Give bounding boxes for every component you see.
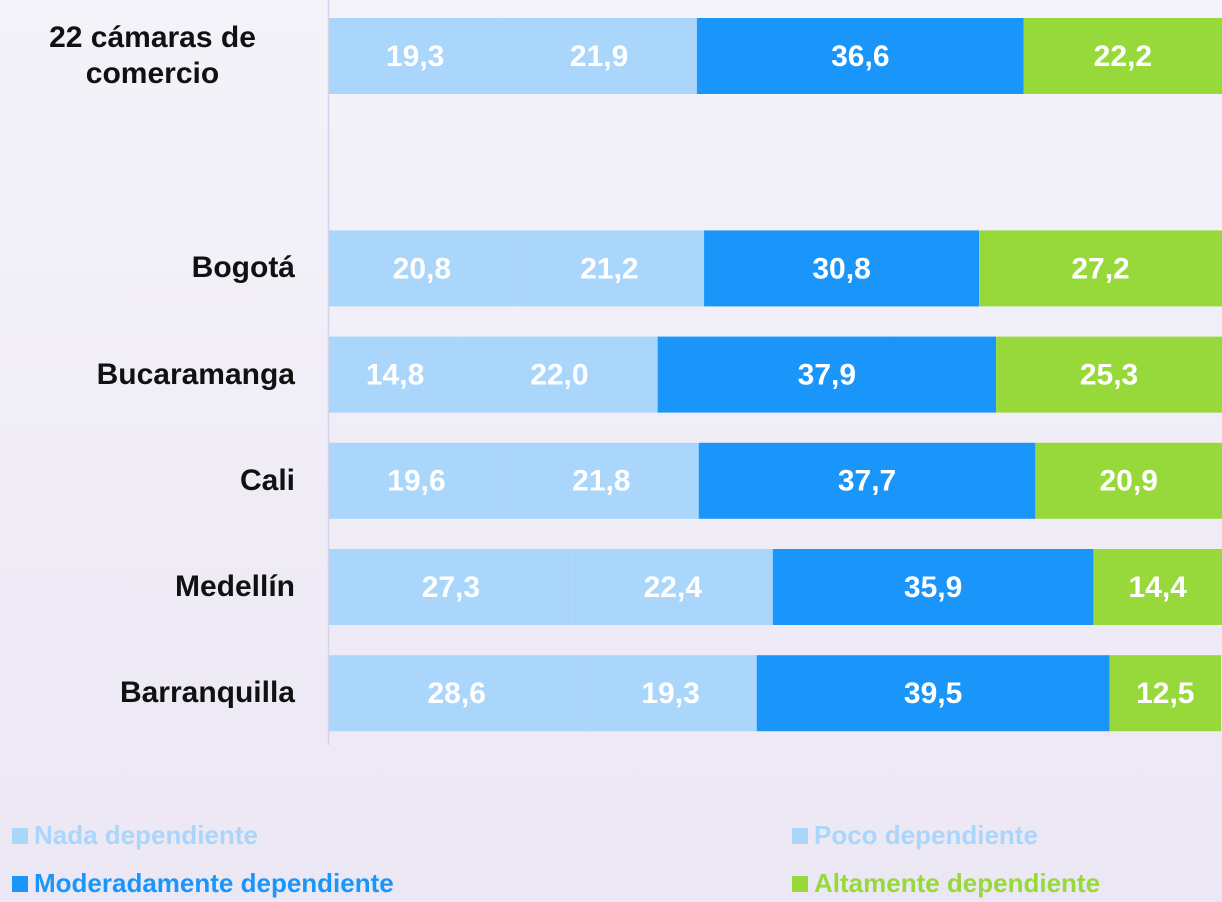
legend-swatch bbox=[792, 827, 808, 844]
legend-item: Altamente dependiente bbox=[792, 868, 1100, 899]
data-label: 19,6 bbox=[387, 465, 445, 498]
bar-segment bbox=[704, 230, 980, 307]
bar-segment bbox=[329, 336, 462, 413]
category-label: Medellín bbox=[0, 549, 295, 625]
category-text: Barranquilla bbox=[119, 676, 295, 710]
bar-segment bbox=[504, 442, 699, 519]
data-label: 27,2 bbox=[1071, 252, 1129, 285]
bar-segment bbox=[584, 655, 757, 732]
category-text: 22 cámaras de comercio bbox=[49, 21, 256, 90]
data-label: 20,8 bbox=[393, 252, 451, 285]
category-label: 22 cámaras de comercio bbox=[0, 18, 295, 94]
bar-segment bbox=[329, 230, 515, 307]
data-label: 27,3 bbox=[422, 571, 480, 604]
data-label: 22,2 bbox=[1094, 40, 1152, 73]
data-label: 37,7 bbox=[838, 465, 896, 498]
legend-item: Moderadamente dependiente bbox=[12, 868, 394, 899]
legend-swatch bbox=[792, 875, 808, 892]
category-label: Barranquilla bbox=[0, 655, 295, 731]
data-label: 28,6 bbox=[428, 677, 486, 710]
bar-segment bbox=[772, 549, 1094, 625]
data-label: 12,5 bbox=[1136, 677, 1194, 710]
data-label: 22,4 bbox=[644, 571, 703, 604]
bar-segment bbox=[329, 18, 502, 94]
bar-segment bbox=[996, 336, 1222, 413]
data-label: 39,5 bbox=[904, 677, 962, 710]
bar-segment bbox=[461, 336, 658, 413]
data-label: 25,3 bbox=[1080, 359, 1138, 392]
data-label: 36,6 bbox=[831, 40, 889, 73]
data-label: 20,9 bbox=[1099, 465, 1157, 498]
bar-segment bbox=[696, 18, 1024, 94]
legend-swatch bbox=[12, 875, 28, 892]
bar-segment bbox=[514, 230, 705, 307]
legend-label: Poco dependiente bbox=[814, 820, 1038, 850]
bar-segment bbox=[657, 336, 997, 413]
legend-item: Nada dependiente bbox=[12, 820, 258, 851]
category-text: Medellín bbox=[174, 570, 295, 603]
legend-label: Moderadamente dependiente bbox=[34, 868, 394, 898]
category-text: Bucaramanga bbox=[96, 357, 295, 391]
legend-label: Nada dependiente bbox=[34, 820, 258, 850]
legend-label: Altamente dependiente bbox=[814, 868, 1101, 898]
bar-segment bbox=[329, 655, 585, 732]
bar-segment bbox=[1109, 655, 1222, 732]
bar-segment bbox=[979, 230, 1222, 307]
bar-segment bbox=[329, 549, 573, 625]
bar-segment bbox=[1035, 442, 1222, 519]
category-label: Cali bbox=[0, 443, 295, 519]
data-label: 35,9 bbox=[904, 571, 962, 604]
bar-segment bbox=[698, 442, 1036, 519]
bar-segment bbox=[756, 655, 1110, 732]
category-text: Cali bbox=[239, 463, 295, 497]
data-label: 14,4 bbox=[1129, 571, 1188, 604]
data-label: 21,9 bbox=[570, 40, 628, 73]
data-label: 30,8 bbox=[812, 252, 870, 285]
legend-item: Poco dependiente bbox=[792, 820, 1038, 851]
data-label: 19,3 bbox=[386, 40, 444, 73]
data-label: 21,2 bbox=[580, 252, 638, 285]
legend-swatch bbox=[12, 827, 28, 844]
bar-segment bbox=[1093, 549, 1222, 625]
category-label: Bogotá bbox=[0, 230, 295, 306]
bar-segment bbox=[572, 549, 773, 625]
data-label: 37,9 bbox=[798, 359, 856, 392]
category-text: Bogotá bbox=[191, 251, 295, 285]
category-label: Bucaramanga bbox=[0, 337, 295, 413]
bar-segment bbox=[329, 442, 505, 519]
data-label: 14,8 bbox=[366, 359, 424, 392]
bar-segment bbox=[501, 18, 697, 94]
data-label: 19,3 bbox=[641, 677, 699, 710]
data-label: 21,8 bbox=[572, 465, 630, 498]
bar-segment bbox=[1023, 18, 1222, 94]
data-label: 22,0 bbox=[530, 359, 588, 392]
